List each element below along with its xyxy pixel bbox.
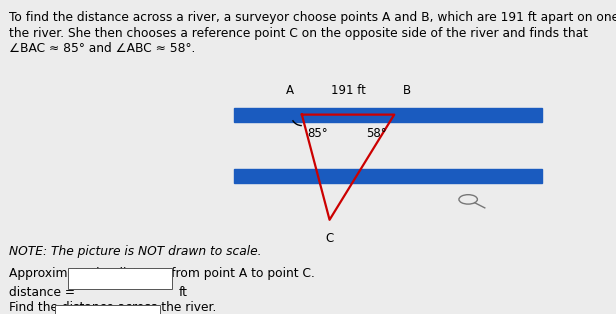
Text: ft: ft bbox=[179, 286, 188, 299]
Text: A: A bbox=[286, 84, 293, 97]
Text: 58°: 58° bbox=[367, 127, 387, 140]
Text: To find the distance across a river, a surveyor choose points A and B, which are: To find the distance across a river, a s… bbox=[9, 11, 616, 24]
FancyBboxPatch shape bbox=[68, 268, 172, 289]
Text: ∠BAC ≈ 85° and ∠ABC ≈ 58°.: ∠BAC ≈ 85° and ∠ABC ≈ 58°. bbox=[9, 42, 196, 55]
Text: B: B bbox=[402, 84, 411, 97]
Text: Approximate the distance from point A to point C.: Approximate the distance from point A to… bbox=[9, 267, 315, 280]
Bar bbox=[234, 107, 542, 122]
Text: the river. She then chooses a reference point C on the opposite side of the rive: the river. She then chooses a reference … bbox=[9, 27, 588, 40]
FancyBboxPatch shape bbox=[55, 305, 160, 314]
Bar bbox=[234, 169, 542, 183]
Text: C: C bbox=[325, 232, 334, 245]
Text: NOTE: The picture is NOT drawn to scale.: NOTE: The picture is NOT drawn to scale. bbox=[9, 245, 262, 258]
Text: 85°: 85° bbox=[307, 127, 327, 140]
Text: Find the distance across the river.: Find the distance across the river. bbox=[9, 301, 217, 314]
Text: 191 ft: 191 ft bbox=[331, 84, 365, 97]
Text: distance =: distance = bbox=[9, 286, 75, 299]
